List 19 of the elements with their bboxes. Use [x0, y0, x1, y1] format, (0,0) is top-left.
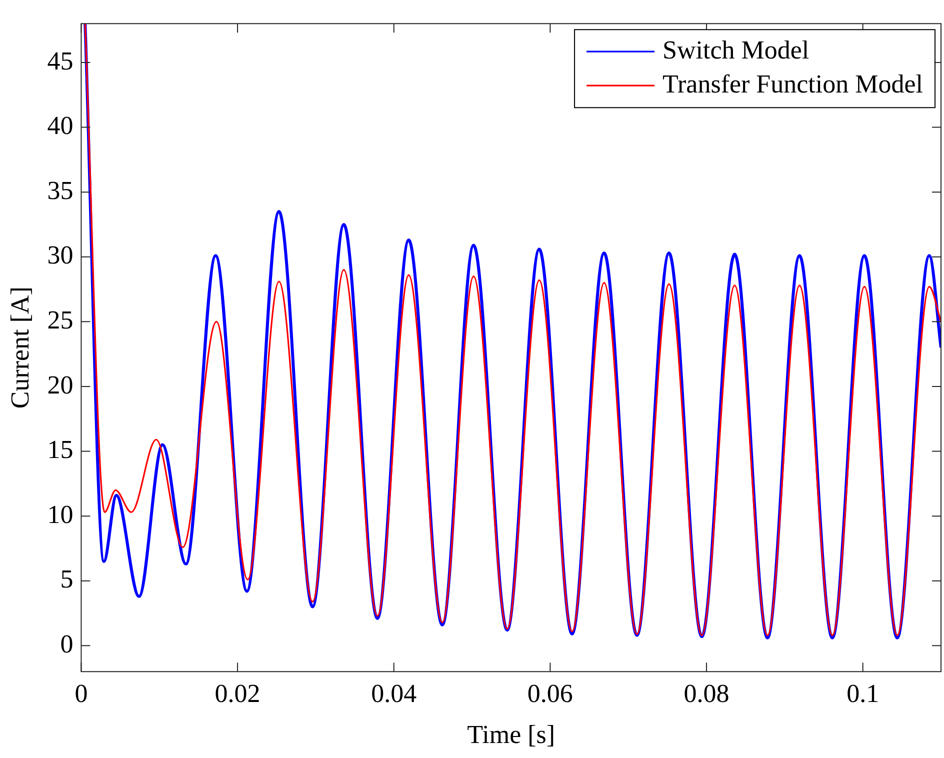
y-tick-label: 20 — [47, 370, 74, 400]
y-tick-label: 10 — [47, 500, 74, 529]
y-axis-title: Current [A] — [5, 286, 34, 409]
y-tick-label: 30 — [47, 240, 74, 270]
y-tick-label: 45 — [47, 46, 74, 76]
y-tick-label: 25 — [47, 306, 74, 335]
y-tick-label: 15 — [47, 435, 74, 464]
x-tick-label: 0.02 — [214, 679, 260, 708]
x-tick-label: 0.08 — [684, 679, 730, 708]
x-tick-label: 0.1 — [846, 679, 880, 708]
y-tick-label: 40 — [47, 111, 74, 140]
legend-label: Transfer Function Model — [662, 69, 924, 98]
y-tick-label: 0 — [60, 630, 74, 659]
y-tick-label: 35 — [47, 176, 74, 205]
x-tick-label: 0.04 — [371, 679, 417, 708]
legend-label: Switch Model — [662, 35, 810, 64]
y-tick-label: 5 — [60, 564, 74, 594]
x-axis-title: Time [s] — [467, 720, 556, 750]
x-tick-label: 0.06 — [527, 679, 573, 708]
